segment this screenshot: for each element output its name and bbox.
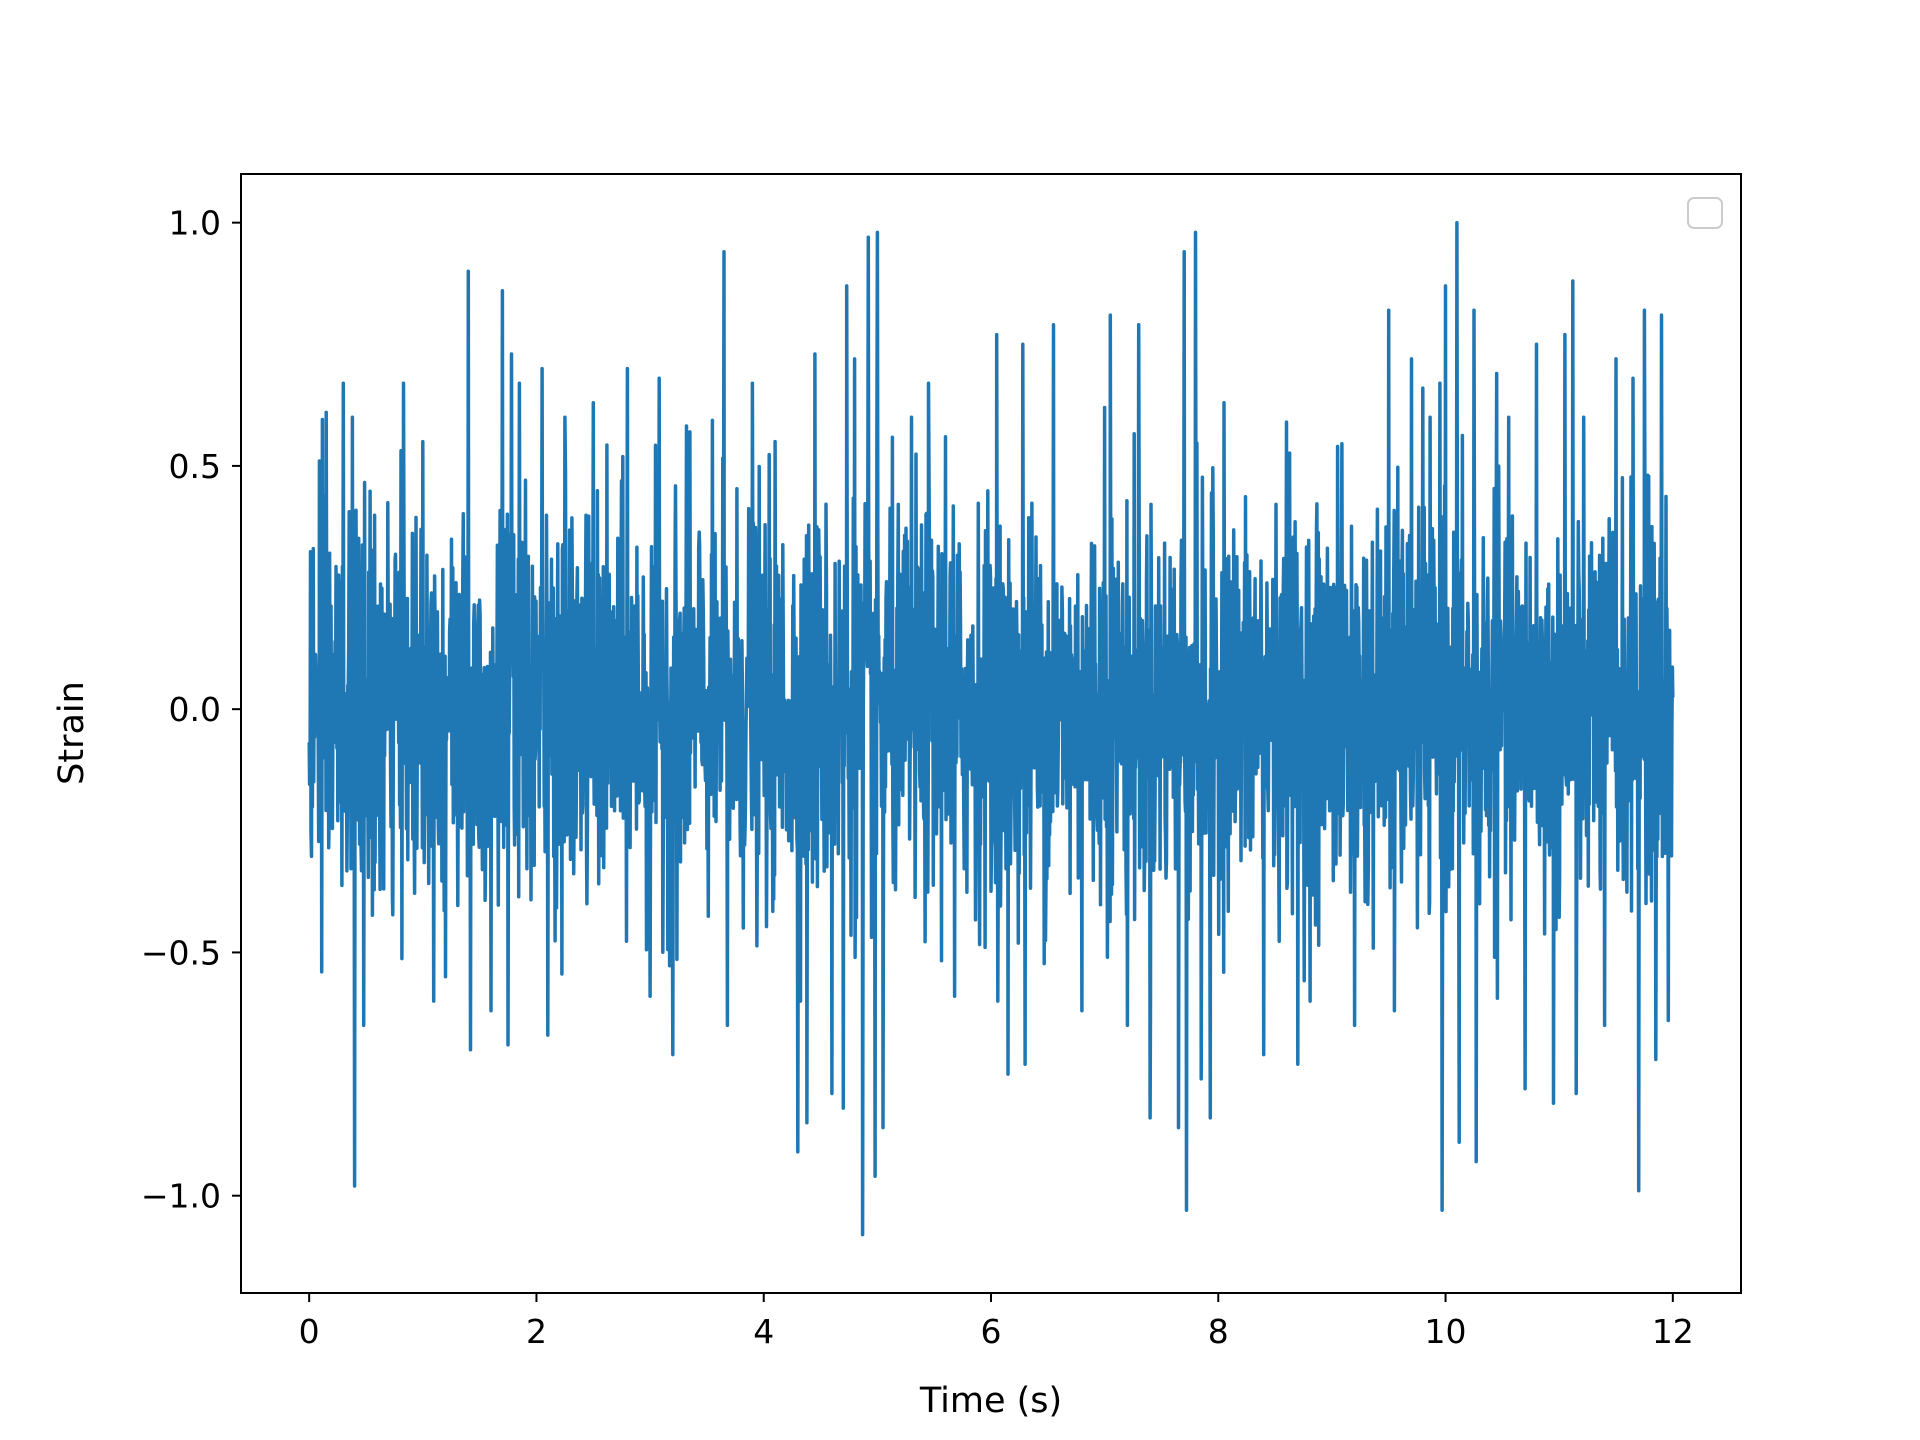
x-tick-label: 0	[299, 1312, 320, 1351]
axis-ticks: 0 2 4 6 8 10 12 1.0 0.5 0.0 −0.5 −1.0	[141, 204, 1694, 1351]
x-axis-label: Time (s)	[919, 1381, 1062, 1421]
plot-area	[307, 220, 1675, 1237]
legend-box	[1687, 197, 1723, 229]
y-tick-label: 0.0	[169, 690, 221, 729]
x-tick-label: 8	[1208, 1312, 1229, 1351]
y-tick-label: −1.0	[141, 1177, 221, 1216]
strain-series-line-0	[307, 220, 1675, 1237]
y-tick-label: 0.5	[169, 447, 221, 486]
y-tick-label: 1.0	[169, 204, 221, 243]
x-tick-label: 12	[1652, 1312, 1694, 1351]
y-axis-label: Strain	[52, 681, 92, 785]
x-tick-label: 2	[526, 1312, 547, 1351]
x-tick-label: 4	[753, 1312, 774, 1351]
x-tick-label: 10	[1425, 1312, 1467, 1351]
y-tick-label: −0.5	[141, 933, 221, 972]
x-tick-label: 6	[981, 1312, 1002, 1351]
